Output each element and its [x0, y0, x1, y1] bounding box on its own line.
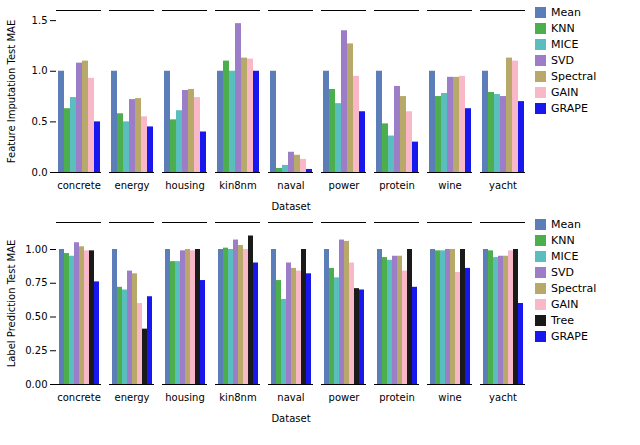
- html-text:SVD: SVD: [551, 266, 574, 279]
- svg-text:energy: energy: [115, 180, 150, 191]
- svg-text:0.5: 0.5: [32, 116, 48, 127]
- html-text:Spectral: Spectral: [551, 70, 597, 83]
- svg-text:Dataset: Dataset: [271, 201, 310, 212]
- svg-text:protein: protein: [379, 392, 415, 403]
- html-text:GRAPE: GRAPE: [551, 330, 588, 343]
- svg-text:housing: housing: [165, 180, 204, 191]
- html-text:Mean: Mean: [551, 6, 581, 19]
- svg-text:1.0: 1.0: [32, 65, 48, 76]
- svg-text:Dataset: Dataset: [271, 413, 310, 424]
- html-text:Spectral: Spectral: [551, 282, 597, 295]
- svg-text:concrete: concrete: [57, 392, 101, 403]
- svg-text:power: power: [329, 392, 361, 403]
- svg-text:naval: naval: [277, 392, 304, 403]
- html-text:MICE: MICE: [551, 38, 579, 51]
- html-text:Mean: Mean: [551, 218, 581, 231]
- svg-text:0.0: 0.0: [32, 167, 48, 178]
- svg-text:kin8nm: kin8nm: [219, 392, 256, 403]
- svg-text:Label Prediction Test MAE: Label Prediction Test MAE: [6, 240, 17, 368]
- svg-text:naval: naval: [277, 180, 304, 191]
- svg-text:kin8nm: kin8nm: [219, 180, 256, 191]
- html-text:MICE: MICE: [551, 250, 579, 263]
- svg-text:1.00: 1.00: [25, 244, 47, 255]
- svg-text:yacht: yacht: [489, 392, 517, 403]
- html-text:GAIN: GAIN: [551, 298, 579, 311]
- html-text:KNN: KNN: [551, 22, 575, 35]
- svg-text:0.75: 0.75: [25, 277, 47, 288]
- svg-text:wine: wine: [438, 180, 461, 191]
- svg-text:0.25: 0.25: [25, 345, 47, 356]
- svg-text:yacht: yacht: [489, 180, 517, 191]
- svg-text:energy: energy: [115, 392, 150, 403]
- svg-text:concrete: concrete: [57, 180, 101, 191]
- html-text:SVD: SVD: [551, 54, 574, 67]
- svg-text:Feature Imputation Test MAE: Feature Imputation Test MAE: [6, 20, 17, 163]
- html-text:GRAPE: GRAPE: [551, 102, 588, 115]
- html-text:GAIN: GAIN: [551, 86, 579, 99]
- svg-text:0.50: 0.50: [25, 311, 47, 322]
- svg-text:wine: wine: [438, 392, 461, 403]
- svg-text:housing: housing: [165, 392, 204, 403]
- svg-text:protein: protein: [379, 180, 415, 191]
- svg-text:1.5: 1.5: [32, 15, 48, 26]
- svg-text:0.00: 0.00: [25, 379, 47, 390]
- svg-text:power: power: [329, 180, 361, 191]
- html-text:KNN: KNN: [551, 234, 575, 247]
- html-text:Tree: Tree: [551, 314, 574, 327]
